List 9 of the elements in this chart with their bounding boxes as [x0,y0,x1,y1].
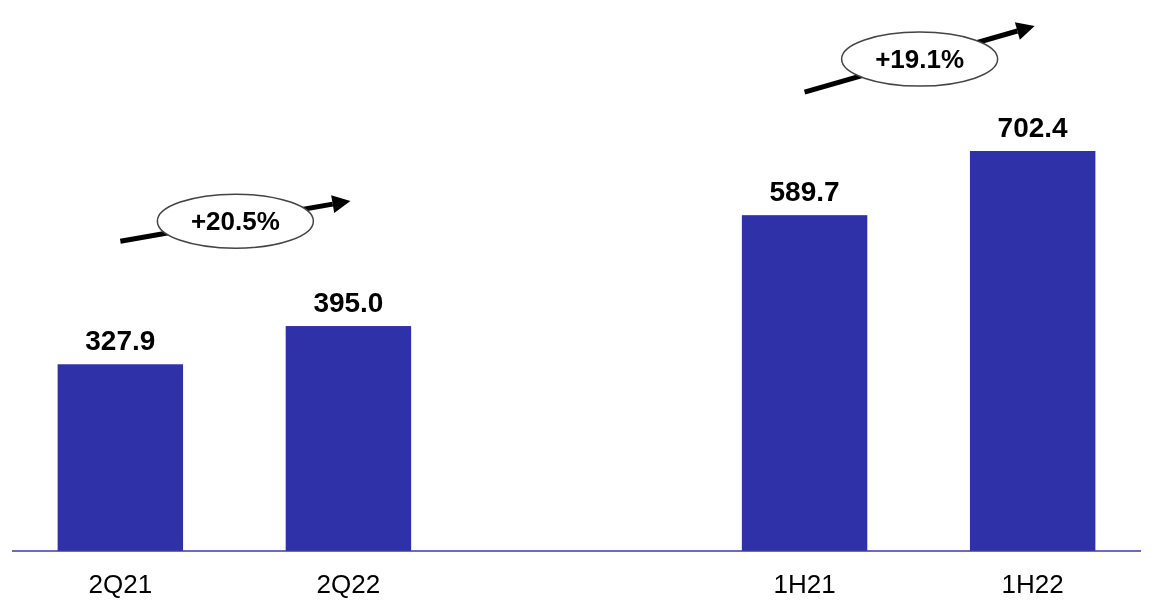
data-label: 327.9 [85,325,156,357]
data-label: 395.0 [313,287,384,319]
x-tick-label: 2Q21 [88,569,153,599]
data-label: 589.7 [769,176,840,208]
x-tick-label: 2Q22 [316,569,381,599]
text: +19.1% [875,44,965,75]
data-label: 702.4 [997,112,1069,143]
x-tick-label: 1H21 [773,569,836,599]
x-tick-label: 1H22 [1001,569,1064,599]
